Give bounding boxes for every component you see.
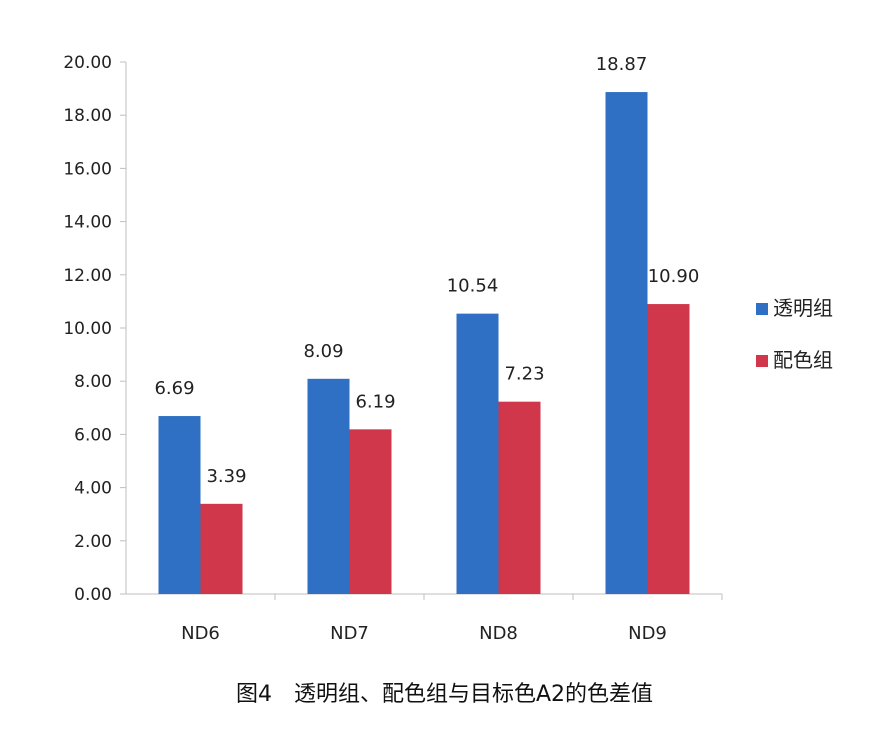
x-category-label: ND7 (330, 623, 369, 644)
data-label: 10.90 (648, 266, 700, 287)
x-category-label: ND8 (479, 623, 518, 644)
bar-series1 (605, 92, 648, 595)
data-label: 7.23 (504, 364, 544, 385)
x-category-label: ND6 (181, 623, 220, 644)
legend-label: 配色组 (773, 348, 833, 372)
y-tick-label: 14.00 (63, 213, 112, 233)
y-tick-label: 12.00 (63, 266, 112, 286)
bar-series2 (349, 429, 392, 594)
bar-series1 (456, 313, 499, 594)
data-label: 6.19 (355, 391, 395, 412)
bar-series2 (498, 401, 541, 594)
y-tick-label: 16.00 (63, 159, 112, 179)
data-label: 10.54 (447, 276, 499, 297)
data-label: 18.87 (596, 54, 648, 75)
y-tick-label: 4.00 (74, 479, 112, 499)
y-tick-label: 20.00 (63, 53, 112, 73)
bar-series1 (307, 378, 350, 594)
bar-series2 (200, 503, 243, 594)
y-tick-label: 0.00 (74, 585, 112, 605)
data-label: 3.39 (206, 466, 246, 487)
legend-swatch (756, 355, 768, 367)
x-category-label: ND9 (628, 623, 667, 644)
bar-series2 (647, 304, 690, 594)
y-tick-label: 18.00 (63, 106, 112, 126)
figure-caption: 图4 透明组、配色组与目标色A2的色差值 (235, 682, 654, 707)
bar-series1 (158, 416, 201, 594)
legend-swatch (756, 303, 768, 315)
y-tick-label: 6.00 (74, 425, 112, 445)
y-tick-label: 2.00 (74, 532, 112, 552)
y-tick-label: 8.00 (74, 372, 112, 392)
data-label: 8.09 (303, 341, 343, 362)
data-label: 6.69 (154, 378, 194, 399)
legend-label: 透明组 (773, 296, 833, 320)
y-tick-label: 10.00 (63, 319, 112, 339)
